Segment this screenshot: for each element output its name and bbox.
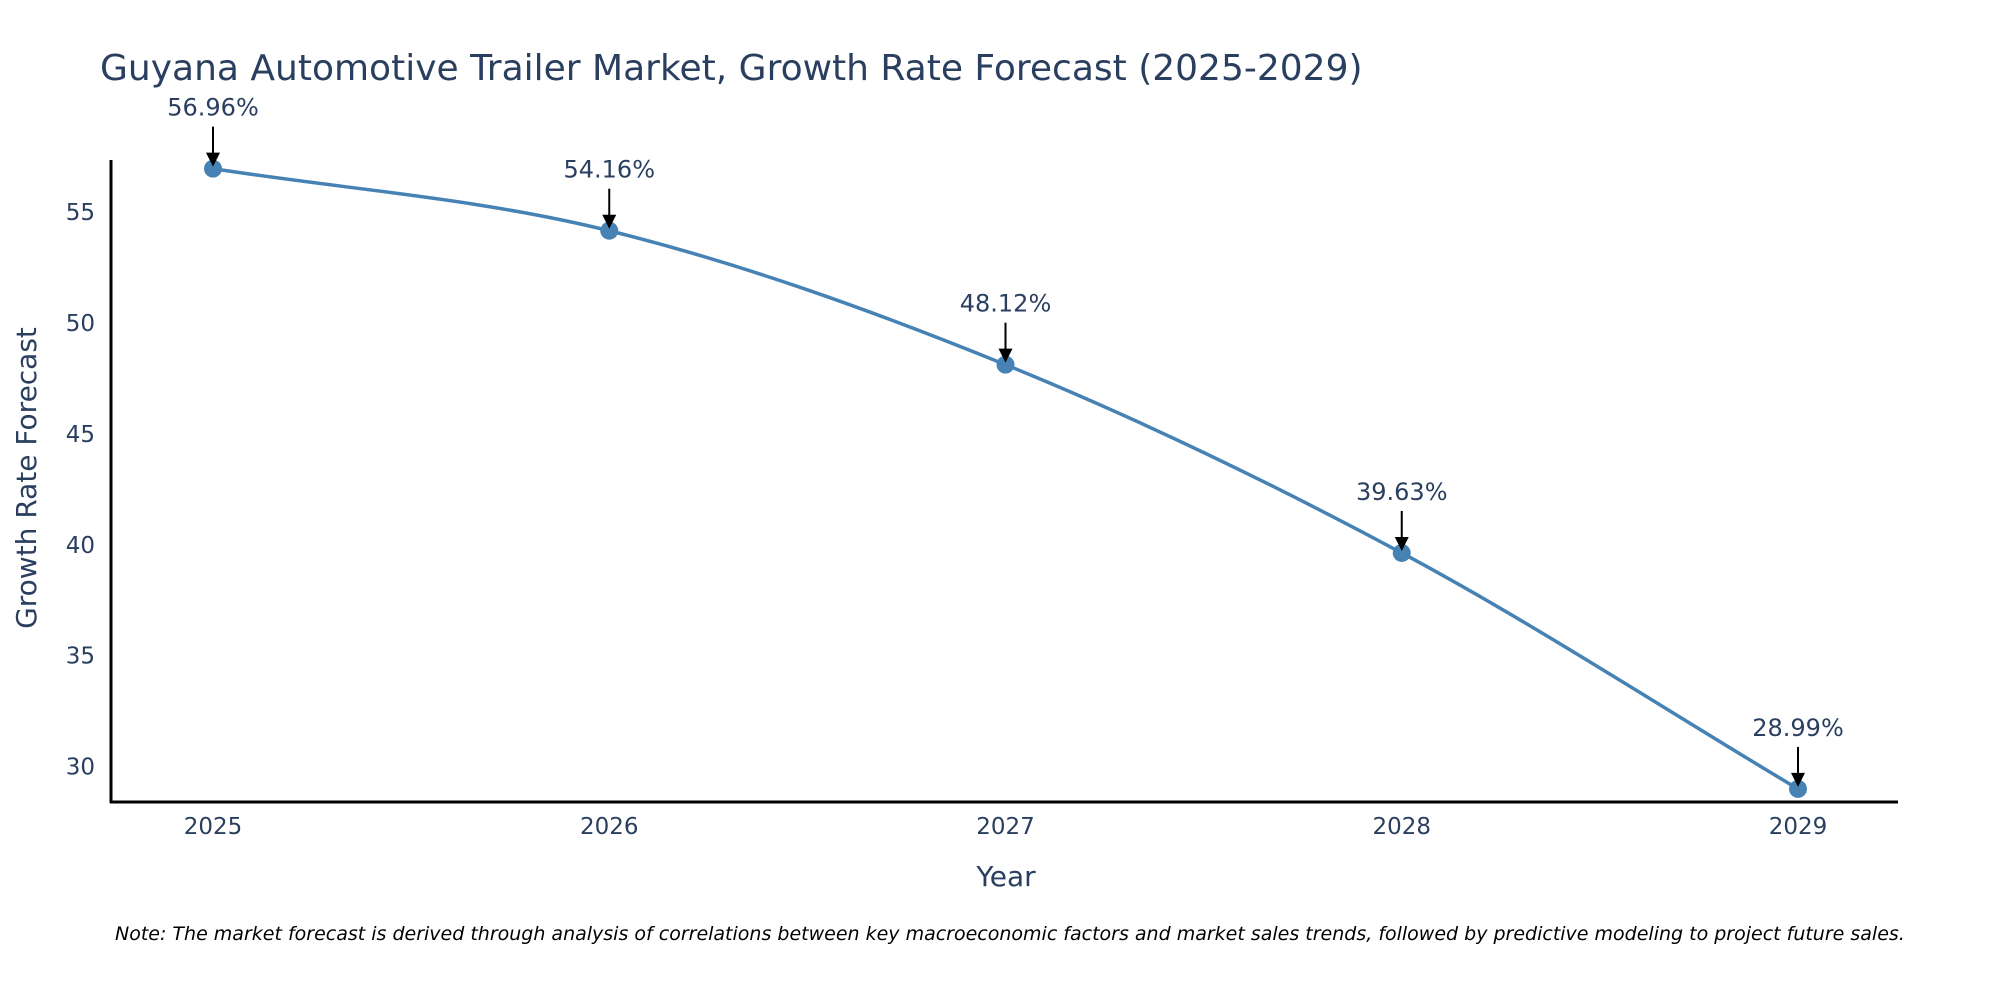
chart-title: Guyana Automotive Trailer Market, Growth… (100, 48, 1363, 89)
annotation-arrow-head (1791, 772, 1805, 787)
data-label: 28.99% (1752, 714, 1844, 742)
y-tick-label: 30 (66, 755, 95, 781)
data-point-marker (204, 159, 222, 178)
data-label: 54.16% (563, 156, 655, 184)
data-label-annotations: 56.96% 54.16% 48.12% 39.63% 28.99% (167, 94, 1844, 787)
y-axis-title: Growth Rate Forecast (10, 327, 43, 629)
x-tick-label: 2028 (1372, 814, 1431, 840)
x-axis-title: Year (975, 860, 1036, 893)
annotation-arrow-head (998, 348, 1013, 363)
y-tick-label: 35 (66, 644, 95, 670)
data-markers (204, 159, 1807, 798)
y-tick-label: 40 (66, 533, 95, 559)
annotation-arrow-head (206, 152, 220, 167)
data-label: 48.12% (960, 290, 1052, 318)
x-tick-label: 2027 (976, 814, 1035, 840)
annotation-arrow-head (1394, 536, 1409, 551)
x-axis-ticks: 2025 2026 2027 2028 2029 (184, 814, 1828, 840)
y-axis-ticks: 30 35 40 45 50 55 (66, 200, 95, 780)
x-tick-label: 2026 (580, 814, 639, 840)
data-point-marker (600, 221, 619, 240)
data-label: 56.96% (167, 94, 259, 122)
annotation-arrow-head (602, 214, 617, 229)
x-tick-label: 2025 (184, 814, 243, 840)
y-tick-label: 55 (66, 200, 95, 226)
data-point-marker (1789, 779, 1807, 798)
y-tick-label: 45 (66, 422, 95, 448)
data-point-marker (996, 355, 1015, 374)
data-point-marker (1392, 543, 1411, 562)
x-tick-label: 2029 (1769, 814, 1828, 840)
y-tick-label: 50 (66, 311, 95, 337)
series-line-growth-rate (212, 166, 1799, 791)
data-label: 39.63% (1356, 478, 1448, 506)
footnote: Note: The market forecast is derived thr… (115, 923, 1905, 945)
